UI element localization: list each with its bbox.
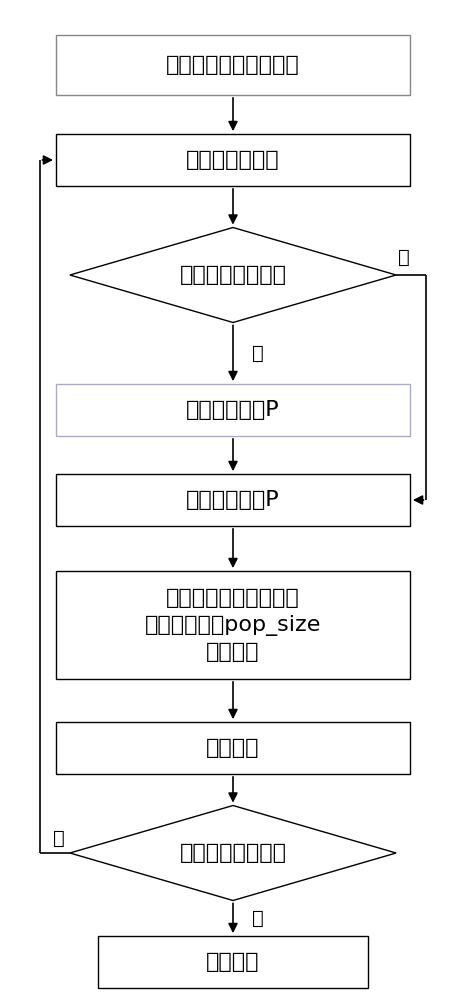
Text: 选择最优个个体: 选择最优个个体 [186,150,280,170]
Bar [56,571,410,679]
Text: 是: 是 [252,344,263,363]
Bar [56,134,410,186]
Text: 更新概率矩阵P: 更新概率矩阵P [186,490,280,510]
Text: 还原条件是否满足: 还原条件是否满足 [179,265,287,285]
Bar [56,35,410,95]
Bar [98,936,368,988]
Text: 结合最优个体和概率分
布模型，产生pop_size
个新个体: 结合最优个体和概率分 布模型，产生pop_size 个新个体 [145,588,321,662]
Text: 还原概率矩阵P: 还原概率矩阵P [186,400,280,420]
Bar [56,384,410,436]
Text: 初始化种群和概率矩阵: 初始化种群和概率矩阵 [166,55,300,75]
Bar [56,474,410,526]
Text: 是: 是 [252,909,263,928]
Text: 输出结果: 输出结果 [206,952,260,972]
Polygon shape [70,228,396,322]
Text: 否: 否 [54,829,65,848]
Text: 局部搜索: 局部搜索 [206,738,260,758]
Text: 否: 否 [398,248,410,267]
Bar [56,722,410,774]
Polygon shape [70,806,396,900]
Text: 终止条件是否满足: 终止条件是否满足 [179,843,287,863]
